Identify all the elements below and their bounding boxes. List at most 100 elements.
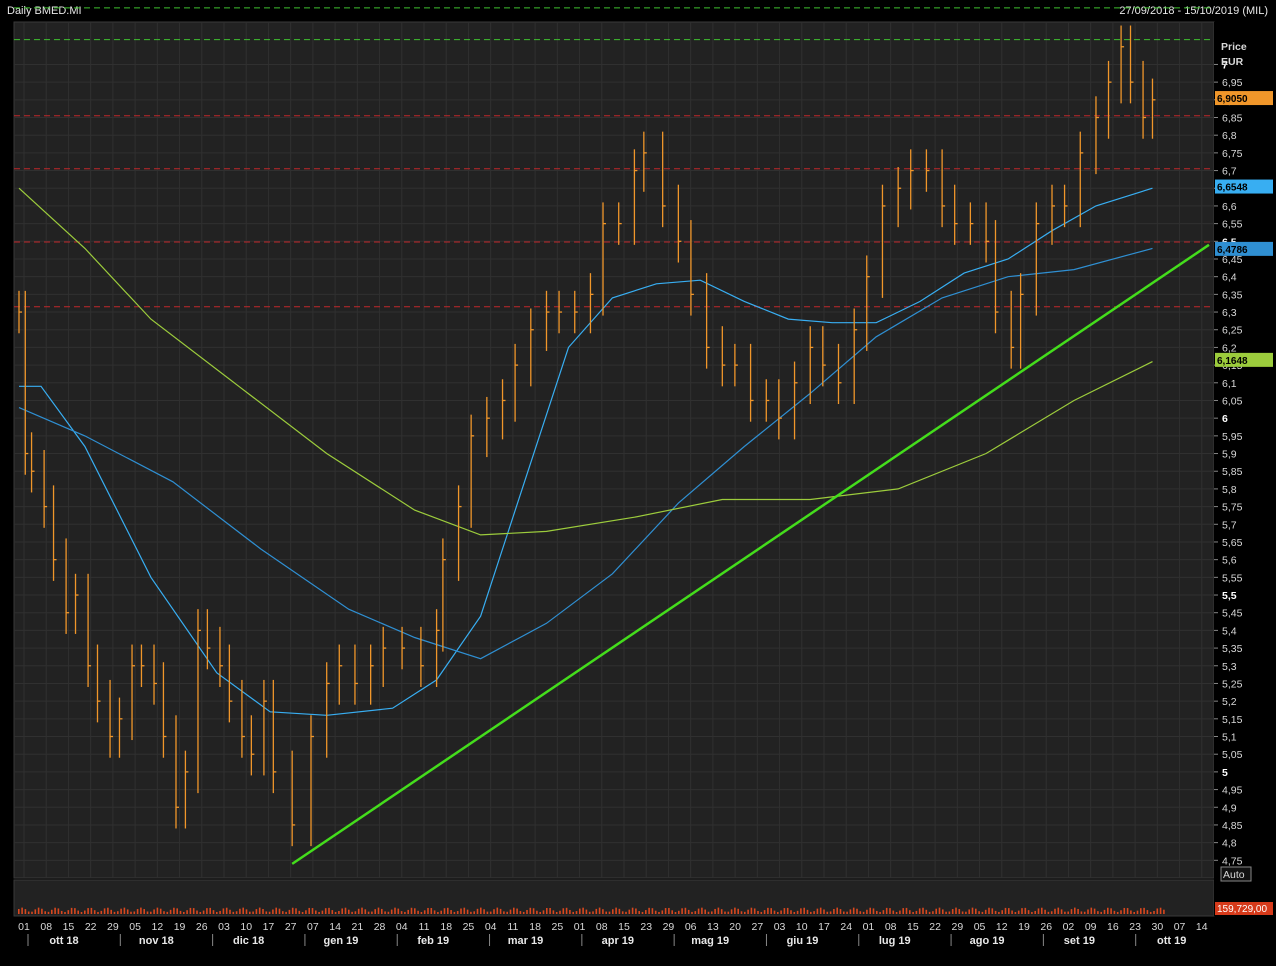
- volume-bar: [618, 908, 621, 914]
- volume-bar: [242, 907, 244, 914]
- volume-bar: [1087, 909, 1089, 914]
- trendline-group: [291, 243, 1210, 865]
- x-day-label: 15: [907, 921, 919, 933]
- x-day-label: 09: [1085, 921, 1097, 933]
- volume-bar: [981, 911, 984, 914]
- x-day-label: 12: [151, 921, 163, 933]
- volume-bar: [879, 911, 881, 914]
- volume-bar: [882, 910, 885, 914]
- volume-bar: [430, 908, 433, 914]
- volume-bar: [724, 911, 726, 914]
- volume-bar: [44, 911, 46, 914]
- volume-bar: [942, 909, 944, 914]
- volume-bars: 159,729,00: [18, 902, 1273, 915]
- volume-bar: [258, 907, 261, 914]
- volume-bar: [460, 908, 462, 914]
- moving-average-line: [18, 247, 1153, 660]
- volume-bar: [34, 909, 37, 914]
- x-day-label: 06: [685, 921, 697, 933]
- volume-bar: [423, 910, 426, 914]
- volume-bar: [810, 911, 812, 914]
- volume-bar: [869, 907, 871, 914]
- volume-bar: [905, 907, 908, 914]
- volume-bar: [654, 910, 657, 914]
- price-tag-label: 6,6548: [1217, 183, 1248, 194]
- volume-bar: [803, 907, 805, 914]
- trendline: [291, 243, 1210, 865]
- volume-bar: [684, 907, 687, 914]
- auto-scale-button[interactable]: [1220, 866, 1252, 882]
- volume-bar: [344, 907, 347, 914]
- volume-bar: [440, 910, 442, 914]
- volume-bar: [384, 911, 386, 914]
- volume-bar: [691, 911, 693, 914]
- y-tick-label: 5,75: [1222, 502, 1243, 514]
- volume-bar: [714, 908, 716, 914]
- volume-bar: [572, 911, 574, 914]
- x-day-label: 07: [307, 921, 319, 933]
- volume-bar: [354, 911, 357, 914]
- x-day-label: 08: [596, 921, 608, 933]
- x-day-label: 26: [1040, 921, 1052, 933]
- x-day-label: 19: [1018, 921, 1030, 933]
- volume-bar: [767, 907, 769, 914]
- y-tick-label: 5,9: [1222, 449, 1237, 461]
- volume-bar: [1083, 911, 1086, 914]
- volume-bar: [476, 908, 479, 914]
- volume-bar: [826, 911, 829, 914]
- x-day-label: 13: [707, 921, 719, 933]
- volume-bar: [819, 907, 822, 914]
- x-day-label: 20: [729, 921, 741, 933]
- volume-bar: [225, 907, 228, 914]
- volume-bar: [219, 910, 221, 914]
- volume-bar: [938, 907, 941, 914]
- volume-bar: [579, 908, 581, 914]
- volume-bar: [447, 907, 449, 914]
- volume-bar: [519, 911, 522, 914]
- volume-bar: [295, 908, 297, 914]
- volume-bar: [206, 908, 208, 914]
- volume-bar: [209, 907, 211, 914]
- volume-bar: [912, 911, 914, 914]
- volume-bar: [737, 908, 739, 914]
- y-tick-label: 5,2: [1222, 696, 1237, 708]
- volume-bar: [321, 910, 324, 914]
- volume-bar: [473, 911, 475, 914]
- volume-bar: [998, 911, 1000, 914]
- volume-bar: [126, 909, 129, 914]
- volume-bar: [694, 911, 697, 914]
- volume-bar: [902, 908, 904, 914]
- volume-bar: [169, 909, 172, 914]
- volume-bar: [720, 909, 723, 914]
- volume-bar: [1001, 910, 1003, 914]
- volume-bar: [661, 910, 664, 914]
- volume-bar: [1133, 911, 1135, 914]
- x-day-label: 05: [974, 921, 986, 933]
- volume-bar: [638, 911, 640, 914]
- y-tick-label: 6,1: [1222, 378, 1237, 390]
- volume-bar: [496, 907, 499, 914]
- volume-bar: [829, 911, 832, 914]
- volume-bar: [760, 911, 763, 914]
- axis-title-currency: EUR: [1221, 56, 1244, 68]
- volume-bar: [199, 911, 202, 914]
- x-month-label: lug 19: [879, 935, 911, 947]
- volume-bar: [348, 909, 350, 914]
- volume-bar: [915, 910, 918, 914]
- volume-bar: [1103, 909, 1106, 914]
- y-tick-label: 6,55: [1222, 219, 1243, 231]
- volume-bar: [64, 911, 66, 914]
- volume-bar: [595, 908, 598, 914]
- volume-bar: [450, 910, 452, 914]
- x-day-label: 08: [885, 921, 897, 933]
- volume-bar: [1140, 908, 1142, 914]
- volume-bar: [156, 907, 159, 914]
- volume-bar: [394, 907, 396, 914]
- volume-bar: [324, 908, 327, 914]
- y-tick-label: 5,8: [1222, 484, 1237, 496]
- volume-bar: [443, 908, 446, 914]
- volume-bar: [892, 910, 895, 914]
- x-month-label: ott 19: [1157, 935, 1186, 947]
- volume-bar: [862, 911, 865, 914]
